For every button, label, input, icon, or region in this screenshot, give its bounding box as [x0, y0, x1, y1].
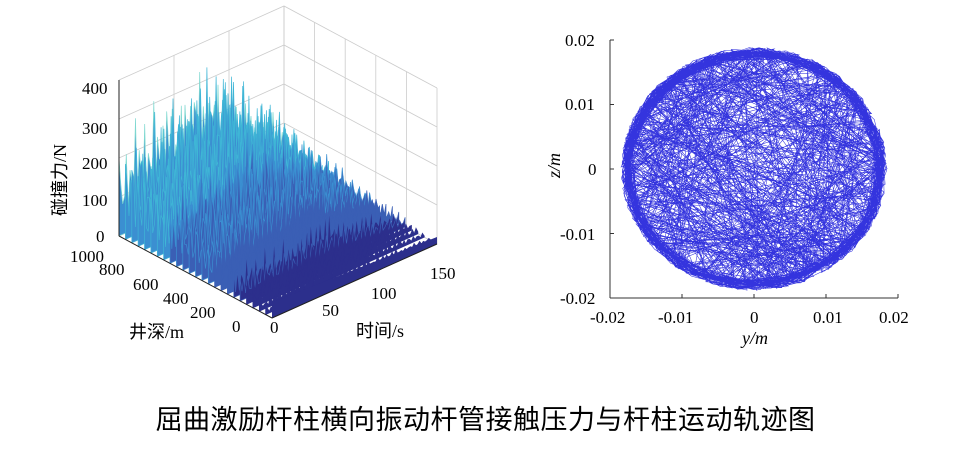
force-tick-100: 100	[82, 191, 108, 210]
z-tick-neg0.02: -0.02	[560, 289, 595, 308]
z-tick-neg0.01: -0.01	[560, 225, 595, 244]
force-tick-400: 400	[82, 79, 108, 98]
z-tick-0.01: 0.01	[565, 95, 595, 114]
surface-mesh	[118, 67, 438, 319]
force-tick-200: 200	[82, 154, 108, 173]
time-tick-100: 100	[371, 284, 397, 303]
y-tick-0: 0	[750, 308, 759, 327]
y-tick-0.01: 0.01	[813, 308, 843, 327]
figure-caption: 屈曲激励杆柱横向振动杆管接触压力与杆柱运动轨迹图	[155, 405, 816, 436]
force-tick-300: 300	[82, 119, 108, 138]
depth-axis-line	[118, 235, 273, 319]
z-tick-0.02: 0.02	[565, 31, 595, 50]
trajectory-line	[620, 47, 888, 291]
trajectory-tick-marks	[609, 39, 899, 299]
time-axis-line	[271, 243, 438, 319]
y-tick-0.02: 0.02	[879, 308, 909, 327]
time-tick-0: 0	[270, 318, 279, 337]
time-axis-label: 时间/s	[356, 321, 404, 341]
surface-axes	[118, 80, 438, 319]
depth-tick-800: 800	[99, 260, 125, 279]
depth-tick-0: 0	[232, 317, 241, 336]
depth-tick-1000: 1000	[70, 247, 104, 266]
force-tick-0: 0	[96, 227, 105, 246]
z-axis-label: z/m	[544, 153, 564, 179]
surface-front-band	[272, 236, 437, 318]
depth-tick-200: 200	[190, 303, 216, 322]
depth-tick-600: 600	[133, 275, 159, 294]
time-tick-50: 50	[322, 301, 339, 320]
depth-tick-400: 400	[163, 289, 189, 308]
force-axis-label: 碰撞力/N	[50, 144, 70, 216]
y-axis-label: y/m	[740, 328, 768, 348]
z-tick-0: 0	[588, 160, 597, 179]
trajectory-path	[620, 47, 888, 291]
time-tick-150: 150	[430, 264, 456, 283]
y-tick-neg0.02: -0.02	[590, 308, 625, 327]
depth-axis-label: 井深/m	[129, 322, 184, 342]
y-tick-neg0.01: -0.01	[658, 308, 693, 327]
